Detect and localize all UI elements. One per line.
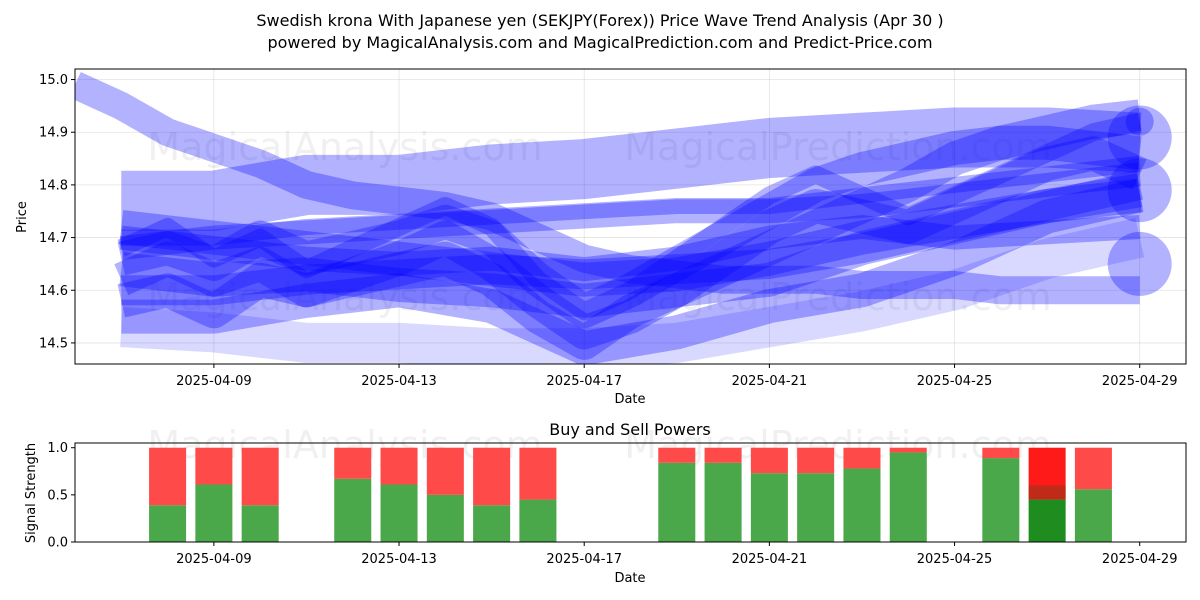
buy-power-bar	[241, 505, 279, 542]
sell-power-bar	[889, 447, 927, 453]
buy-power-bar	[658, 462, 696, 542]
price-plot-area	[75, 69, 1186, 364]
buy-power-bar	[889, 452, 927, 542]
buy-power-bar	[334, 478, 372, 542]
power-watermark-2: MagicalPrediction.com	[624, 423, 1052, 467]
sell-power-bar	[334, 447, 372, 479]
power-x-tick-label: 2025-04-09	[176, 552, 252, 567]
price-y-axis-label: Price	[15, 201, 30, 233]
price-y-tick-label: 15.0	[39, 73, 68, 88]
power-y-axis-label: Signal Strength	[24, 443, 39, 543]
price-wave-end-marker	[1107, 105, 1172, 170]
sell-power-bar	[519, 447, 557, 500]
price-wave-end-marker	[1107, 158, 1172, 223]
price-wave-line-3	[121, 170, 1144, 306]
power-chart: Buy and Sell Powers MagicalAnalysis.com …	[24, 420, 1187, 586]
buy-power-bar	[1028, 499, 1066, 542]
buy-power-bar	[843, 468, 881, 542]
power-x-axis-label: Date	[614, 571, 645, 586]
price-wave-end-marker	[1125, 107, 1154, 136]
sell-power-bar	[797, 447, 835, 474]
sell-power-bar	[1074, 447, 1112, 490]
figure-title: Swedish krona With Japanese yen (SEKJPY(…	[256, 11, 943, 30]
buy-power-bar	[149, 505, 187, 542]
sell-power-bar	[380, 447, 418, 485]
price-plot-frame	[74, 68, 1187, 365]
price-wave-line-8	[121, 178, 1144, 364]
buy-power-bar	[426, 494, 464, 542]
price-wave-line-11	[117, 112, 1142, 321]
buy-power-bar	[1074, 489, 1112, 542]
power-x-tick-label: 2025-04-17	[546, 552, 622, 567]
power-chart-title: Buy and Sell Powers	[549, 420, 711, 439]
power-y-tick-label: 0.0	[47, 536, 68, 551]
price-y-tick-label: 14.9	[39, 126, 68, 141]
power-x-tick-label: 2025-04-13	[361, 552, 437, 567]
price-x-tick-label: 2025-04-21	[732, 374, 808, 389]
price-wave-line-14	[119, 215, 1141, 282]
price-x-tick-label: 2025-04-13	[361, 374, 437, 389]
power-x-tick-label: 2025-04-25	[917, 552, 993, 567]
price-x-tick-label: 2025-04-29	[1102, 374, 1178, 389]
sell-power-bar	[426, 447, 464, 495]
buy-power-bar	[473, 505, 511, 542]
price-watermark-4: MagicalPrediction.com	[624, 275, 1052, 319]
price-watermark-1: MagicalAnalysis.com	[147, 125, 542, 169]
buy-power-bar	[519, 499, 557, 542]
figure-subtitle: powered by MagicalAnalysis.com and Magic…	[267, 33, 932, 52]
price-watermark-2: MagicalPrediction.com	[624, 125, 1052, 169]
buy-power-bar	[797, 473, 835, 542]
sell-power-bar	[982, 447, 1020, 459]
price-x-tick-label: 2025-04-25	[917, 374, 993, 389]
power-overlap-band	[1028, 485, 1066, 500]
price-wave-line-4	[117, 125, 1142, 329]
power-axes: 0.0 0.5 1.0 2025-04-09 2025-04-13 2025-04-17 2…	[47, 441, 1177, 567]
buy-power-bar	[982, 458, 1020, 542]
price-wave-line-2	[121, 107, 1142, 231]
price-wave-line-7	[117, 99, 1142, 360]
price-axes: 14.5 14.6 14.7 14.8 14.9 15.0 2025-04-09 2025-0…	[39, 73, 1177, 389]
power-plot-frame	[74, 442, 1187, 543]
price-chart: MagicalAnalysis.com MagicalPrediction.co…	[15, 68, 1187, 407]
price-x-tick-label: 2025-04-09	[176, 374, 252, 389]
price-wave-line-1	[75, 72, 1140, 305]
sell-power-bar	[149, 447, 187, 506]
price-watermark-3: MagicalAnalysis.com	[147, 275, 542, 319]
power-y-tick-label: 0.5	[47, 488, 68, 503]
sell-power-bar	[195, 447, 233, 485]
power-x-tick-label: 2025-04-21	[732, 552, 808, 567]
price-x-tick-label: 2025-04-17	[546, 374, 622, 389]
sell-power-bar	[750, 447, 788, 474]
price-waves	[75, 72, 1172, 364]
price-y-tick-label: 14.8	[39, 178, 68, 193]
price-wave-end-marker	[1107, 231, 1172, 296]
price-x-axis-label: Date	[614, 392, 645, 407]
price-y-tick-label: 14.7	[39, 231, 68, 246]
power-y-tick-label: 1.0	[47, 441, 68, 456]
sell-power-bar	[658, 447, 696, 463]
buy-power-bar	[704, 462, 742, 542]
power-x-tick-label: 2025-04-29	[1102, 552, 1178, 567]
buy-power-bar	[750, 473, 788, 542]
price-wave-line-13	[121, 155, 1141, 246]
price-wave-line-12	[119, 162, 1142, 261]
sell-power-bar	[241, 447, 279, 506]
buy-power-bar	[195, 484, 233, 542]
power-bars	[149, 447, 1112, 542]
sell-power-bar	[704, 447, 742, 463]
price-wave-line-6	[119, 173, 1143, 318]
price-y-tick-label: 14.5	[39, 336, 68, 351]
sell-power-bar	[473, 447, 511, 506]
buy-power-bar	[380, 484, 418, 542]
price-y-tick-label: 14.6	[39, 284, 68, 299]
price-wave-line-5	[114, 136, 1147, 350]
sell-power-bar	[843, 447, 881, 469]
price-wave-line-10	[120, 218, 1145, 364]
price-wave-line-9	[119, 178, 1142, 297]
price-grid	[75, 69, 1186, 364]
